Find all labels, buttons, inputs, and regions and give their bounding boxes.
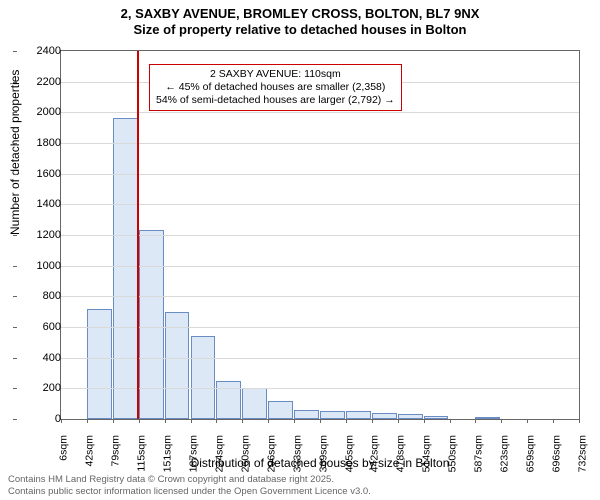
histogram-bar [87, 309, 112, 419]
ytick-label: 400 [21, 352, 61, 364]
xtick-mark [346, 419, 347, 423]
y-axis-label: Number of detached properties [8, 70, 22, 235]
ytick-label: 2200 [21, 76, 61, 88]
xtick-mark [553, 419, 554, 423]
ytick-label: 200 [21, 382, 61, 394]
histogram-bar [216, 381, 241, 419]
ytick-mark [13, 235, 17, 236]
histogram-bar [294, 410, 319, 419]
xtick-mark [294, 419, 295, 423]
plot-area: 0200400600800100012001400160018002000220… [60, 50, 580, 420]
ytick-mark [13, 296, 17, 297]
histogram-bar [372, 413, 397, 419]
ytick-label: 1600 [21, 168, 61, 180]
footer-attribution: Contains HM Land Registry data © Crown c… [8, 474, 371, 498]
highlight-line [137, 51, 139, 419]
xtick-mark [579, 419, 580, 423]
ytick-label: 2400 [21, 45, 61, 57]
histogram-bar [242, 388, 267, 419]
x-axis-label: Distribution of detached houses by size … [60, 456, 580, 470]
ytick-label: 2000 [21, 106, 61, 118]
xtick-mark [139, 419, 140, 423]
xtick-mark [527, 419, 528, 423]
ytick-mark [13, 419, 17, 420]
histogram-bar [320, 411, 345, 419]
xtick-mark [424, 419, 425, 423]
xtick-mark [61, 419, 62, 423]
histogram-bar [191, 336, 216, 419]
chart-title-line1: 2, SAXBY AVENUE, BROMLEY CROSS, BOLTON, … [0, 0, 600, 22]
ytick-mark [13, 51, 17, 52]
ytick-label: 0 [21, 413, 61, 425]
xtick-mark [475, 419, 476, 423]
ytick-mark [13, 327, 17, 328]
xtick-mark [398, 419, 399, 423]
footer-line2: Contains public sector information licen… [8, 486, 371, 497]
annotation-line1: 2 SAXBY AVENUE: 110sqm [156, 68, 395, 81]
xtick-mark [87, 419, 88, 423]
xtick-mark [501, 419, 502, 423]
ytick-mark [13, 204, 17, 205]
histogram-bar [268, 401, 293, 419]
annotation-box: 2 SAXBY AVENUE: 110sqm← 45% of detached … [149, 64, 402, 111]
ytick-label: 1000 [21, 260, 61, 272]
histogram-bar [424, 416, 449, 419]
footer-line1: Contains HM Land Registry data © Crown c… [8, 474, 334, 485]
annotation-line2: ← 45% of detached houses are smaller (2,… [156, 81, 395, 94]
ytick-label: 600 [21, 321, 61, 333]
ytick-mark [13, 143, 17, 144]
ytick-label: 1400 [21, 198, 61, 210]
ytick-label: 1200 [21, 229, 61, 241]
xtick-mark [268, 419, 269, 423]
xtick-mark [242, 419, 243, 423]
histogram-bar [398, 414, 423, 419]
ytick-label: 800 [21, 290, 61, 302]
xtick-mark [113, 419, 114, 423]
histogram-bar [475, 417, 500, 419]
xtick-mark [450, 419, 451, 423]
xtick-mark [191, 419, 192, 423]
ytick-mark [13, 358, 17, 359]
ytick-mark [13, 266, 17, 267]
chart-container: 2, SAXBY AVENUE, BROMLEY CROSS, BOLTON, … [0, 0, 600, 500]
histogram-bar [113, 118, 138, 419]
ytick-mark [13, 174, 17, 175]
ytick-mark [13, 112, 17, 113]
histogram-bar [139, 230, 164, 419]
xtick-mark [320, 419, 321, 423]
annotation-line3: 54% of semi-detached houses are larger (… [156, 94, 395, 107]
xtick-mark [372, 419, 373, 423]
ytick-mark [13, 82, 17, 83]
ytick-mark [13, 388, 17, 389]
chart-title-line2: Size of property relative to detached ho… [0, 22, 600, 38]
ytick-label: 1800 [21, 137, 61, 149]
xtick-mark [165, 419, 166, 423]
histogram-bar [346, 411, 371, 419]
xtick-mark [216, 419, 217, 423]
